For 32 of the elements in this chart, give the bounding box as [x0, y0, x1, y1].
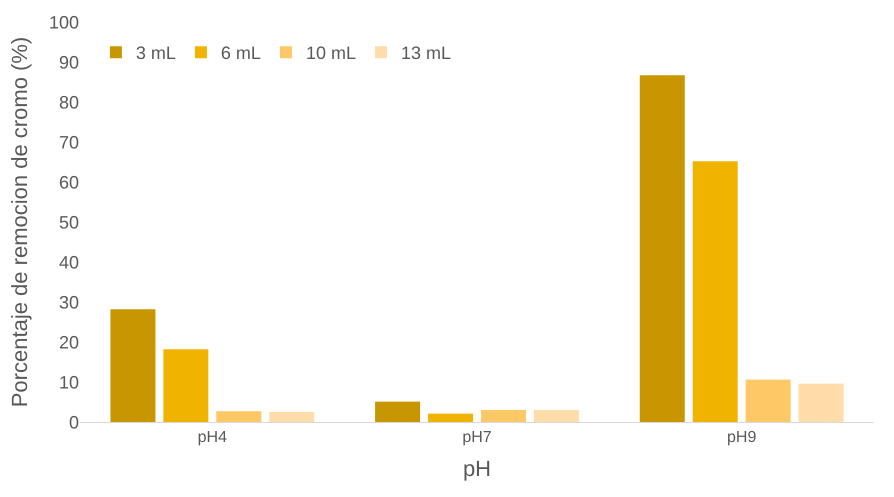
legend-label: 10 mL [306, 43, 356, 64]
bar [163, 349, 208, 422]
bar [534, 410, 579, 422]
x-tick-label: pH7 [462, 429, 492, 446]
bar [216, 411, 262, 422]
y-tick-label: 40 [58, 252, 79, 272]
bar [692, 161, 738, 422]
y-tick-label: 0 [68, 412, 79, 432]
y-tick-label: 80 [58, 92, 79, 112]
legend-label: 6 mL [220, 43, 261, 64]
bar [110, 309, 156, 422]
x-tick-label: pH9 [726, 429, 756, 446]
y-tick-label: 90 [58, 52, 79, 72]
legend-label: 3 mL [136, 43, 176, 64]
y-tick-label: 100 [48, 12, 79, 32]
bar [269, 412, 314, 422]
bar [375, 402, 420, 422]
y-axis-title: Porcentaje de remocion de cromo (%) [6, 36, 32, 408]
bar [746, 380, 791, 422]
y-tick-label: 20 [58, 332, 79, 352]
bar [480, 410, 526, 422]
y-tick-label: 70 [58, 132, 79, 152]
x-axis-title: pH [462, 456, 492, 482]
bar [798, 384, 844, 422]
y-tick-label: 10 [58, 372, 79, 392]
x-tick-label: pH4 [198, 429, 228, 446]
y-tick-label: 60 [58, 172, 79, 192]
bar [428, 414, 474, 422]
legend-label: 13 mL [400, 43, 452, 64]
y-tick-label: 30 [58, 292, 79, 312]
y-tick-label: 50 [58, 212, 79, 232]
bar [640, 75, 685, 422]
